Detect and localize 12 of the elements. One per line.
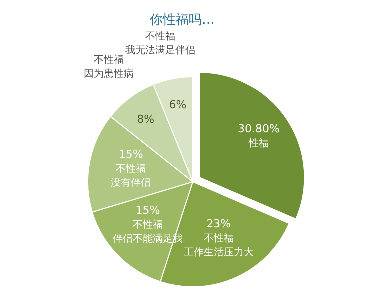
data-label: 15% — [118, 148, 144, 162]
slice-label: 不性福没有伴侣 — [111, 163, 152, 190]
slice-label: 不性福工作生活压力大 — [184, 232, 254, 258]
data-label: 30.80% — [238, 122, 280, 136]
data-label: 6% — [169, 98, 187, 112]
data-label: 8% — [137, 112, 155, 126]
data-label: 23% — [206, 217, 232, 230]
chart-title: 你性福吗… — [149, 13, 215, 28]
data-label: 15% — [136, 204, 160, 218]
slice-label: 不性福我无法满足伴侣 — [126, 30, 196, 56]
slice-label: 不性福因为患性病 — [84, 54, 134, 80]
slice-label: 性福 — [248, 138, 270, 150]
